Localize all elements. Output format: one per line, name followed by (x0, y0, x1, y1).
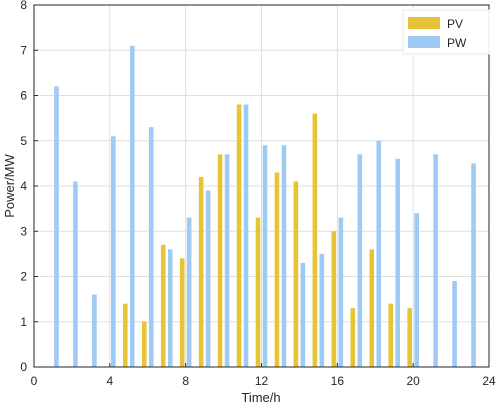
bar-pv (312, 113, 318, 367)
y-tick-label: 6 (20, 89, 27, 103)
bar-pw (186, 217, 192, 367)
bar-pw (376, 140, 382, 367)
bar-pw (262, 145, 268, 367)
y-tick-label: 7 (20, 43, 27, 57)
y-tick-label: 4 (20, 179, 27, 193)
bar-pv (141, 321, 147, 367)
bar-pw (148, 127, 154, 368)
bar-pv (160, 244, 166, 367)
y-tick-label: 8 (20, 0, 27, 12)
bar-pv (255, 217, 261, 367)
bar-pw (300, 262, 306, 367)
y-tick-label: 3 (20, 224, 27, 238)
bar-pv (331, 231, 337, 367)
legend-swatch-pw (408, 36, 440, 48)
x-tick-label: 16 (331, 374, 345, 388)
bar-pw (319, 253, 325, 368)
bar-pw (111, 136, 116, 367)
legend-label-pv: PV (447, 17, 463, 31)
legend: PV PW (402, 9, 490, 55)
y-tick-label: 2 (20, 270, 27, 284)
bar-pv (350, 308, 356, 367)
bar-pv (293, 181, 299, 367)
bar-pv (198, 176, 204, 367)
bar-pv (369, 249, 375, 367)
bar-pw (243, 104, 249, 368)
x-tick-label: 24 (482, 374, 496, 388)
y-tick-label: 0 (20, 360, 27, 374)
bar-pw (338, 217, 344, 367)
bar-pv (122, 303, 128, 367)
x-tick-label: 12 (255, 374, 269, 388)
bar-pv (388, 303, 394, 367)
legend-label-pw: PW (447, 36, 467, 50)
x-tick-label: 8 (182, 374, 189, 388)
bar-pv (236, 104, 242, 368)
bar-pw (433, 154, 438, 367)
bar-pw (92, 294, 97, 367)
bar-pw (54, 86, 59, 367)
legend-swatch-pv (408, 17, 440, 29)
bar-pv (274, 172, 280, 367)
bar-pw (471, 163, 476, 368)
y-tick-label: 1 (20, 315, 27, 329)
x-axis-label: Time/h (241, 390, 280, 405)
bar-pw (395, 158, 401, 367)
x-tick-label: 4 (106, 374, 113, 388)
y-axis-label: Power/MW (2, 153, 17, 217)
axes (33, 4, 490, 368)
bar-pw (205, 190, 211, 367)
plot-frame (33, 4, 490, 368)
bar-pw (357, 154, 363, 367)
bar-pw (73, 181, 78, 367)
bars (54, 45, 476, 368)
x-tick-label: 20 (406, 374, 420, 388)
bar-pw (224, 154, 230, 367)
bar-pw (452, 281, 457, 367)
bar-pw (167, 249, 173, 367)
bar-pv (179, 258, 185, 367)
y-tick-label: 5 (20, 134, 27, 148)
bar-pw (129, 45, 135, 367)
grid-lines (33, 4, 490, 368)
bar-pv (217, 154, 223, 367)
x-tick-label: 0 (31, 374, 38, 388)
bar-pv (407, 308, 412, 367)
bar-pw (414, 213, 419, 367)
bar-pw (281, 145, 287, 367)
